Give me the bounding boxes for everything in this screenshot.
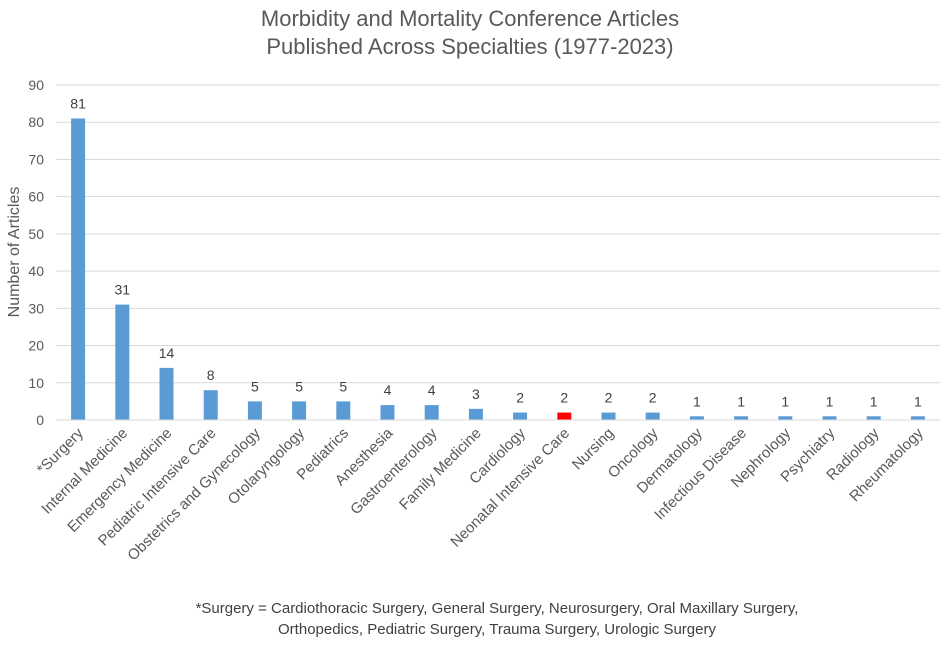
category-label: Otolaryngology [225,424,309,508]
data-label: 1 [914,393,922,409]
y-tick-label: 90 [28,77,44,93]
data-label: 2 [516,390,524,406]
bar [71,118,86,420]
footnote-line-2: Orthopedics, Pediatric Surgery, Trauma S… [278,621,716,638]
data-label: 1 [737,393,745,409]
bar [734,416,749,420]
y-tick-label: 80 [28,114,44,130]
data-label: 2 [560,390,568,406]
bar [115,304,130,420]
data-label: 4 [384,382,392,398]
data-label: 4 [428,382,436,398]
data-label: 3 [472,386,480,402]
bar [557,412,572,420]
footnote-line-1: *Surgery = Cardiothoracic Surgery, Gener… [196,600,799,617]
bar [910,416,925,420]
bar [645,412,660,420]
bar [292,401,307,420]
y-tick-label: 0 [36,412,44,428]
y-tick-label: 50 [28,226,44,242]
bar [336,401,351,420]
bars [71,118,925,420]
data-label: 1 [781,393,789,409]
data-label: 2 [605,390,613,406]
y-tick-label: 10 [28,375,44,391]
data-label: 1 [826,393,834,409]
y-tick-label: 30 [28,300,44,316]
y-tick-label: 60 [28,189,44,205]
bar [380,405,395,420]
chart-title-line-2: Published Across Specialties (1977-2023) [266,34,673,59]
bar [601,412,616,420]
bar [513,412,528,420]
data-label: 5 [339,378,347,394]
data-label: 81 [70,96,86,112]
bar [159,367,174,420]
bar [424,405,439,420]
chart-title-line-1: Morbidity and Mortality Conference Artic… [261,6,679,31]
bar [822,416,837,420]
bar [247,401,262,420]
y-axis-ticks: 0 10 20 30 40 50 60 70 80 90 [28,77,44,428]
data-labels: 81 31 14 8 5 5 5 4 4 3 2 2 2 2 1 1 1 1 1 1 [70,96,922,410]
y-tick-label: 40 [28,263,44,279]
data-label: 1 [693,393,701,409]
data-label: 5 [295,378,303,394]
data-label: 8 [207,367,215,383]
bar [468,408,483,420]
data-label: 31 [115,282,131,298]
data-label: 5 [251,378,259,394]
bar [203,390,218,420]
bar [866,416,881,420]
data-label: 14 [159,345,175,361]
data-label: 1 [870,393,878,409]
bar [689,416,704,420]
y-tick-label: 20 [28,338,44,354]
data-label: 2 [649,390,657,406]
y-tick-label: 70 [28,151,44,167]
bar [778,416,793,420]
y-axis-label: Number of Articles [6,187,23,318]
gridlines [56,84,940,384]
